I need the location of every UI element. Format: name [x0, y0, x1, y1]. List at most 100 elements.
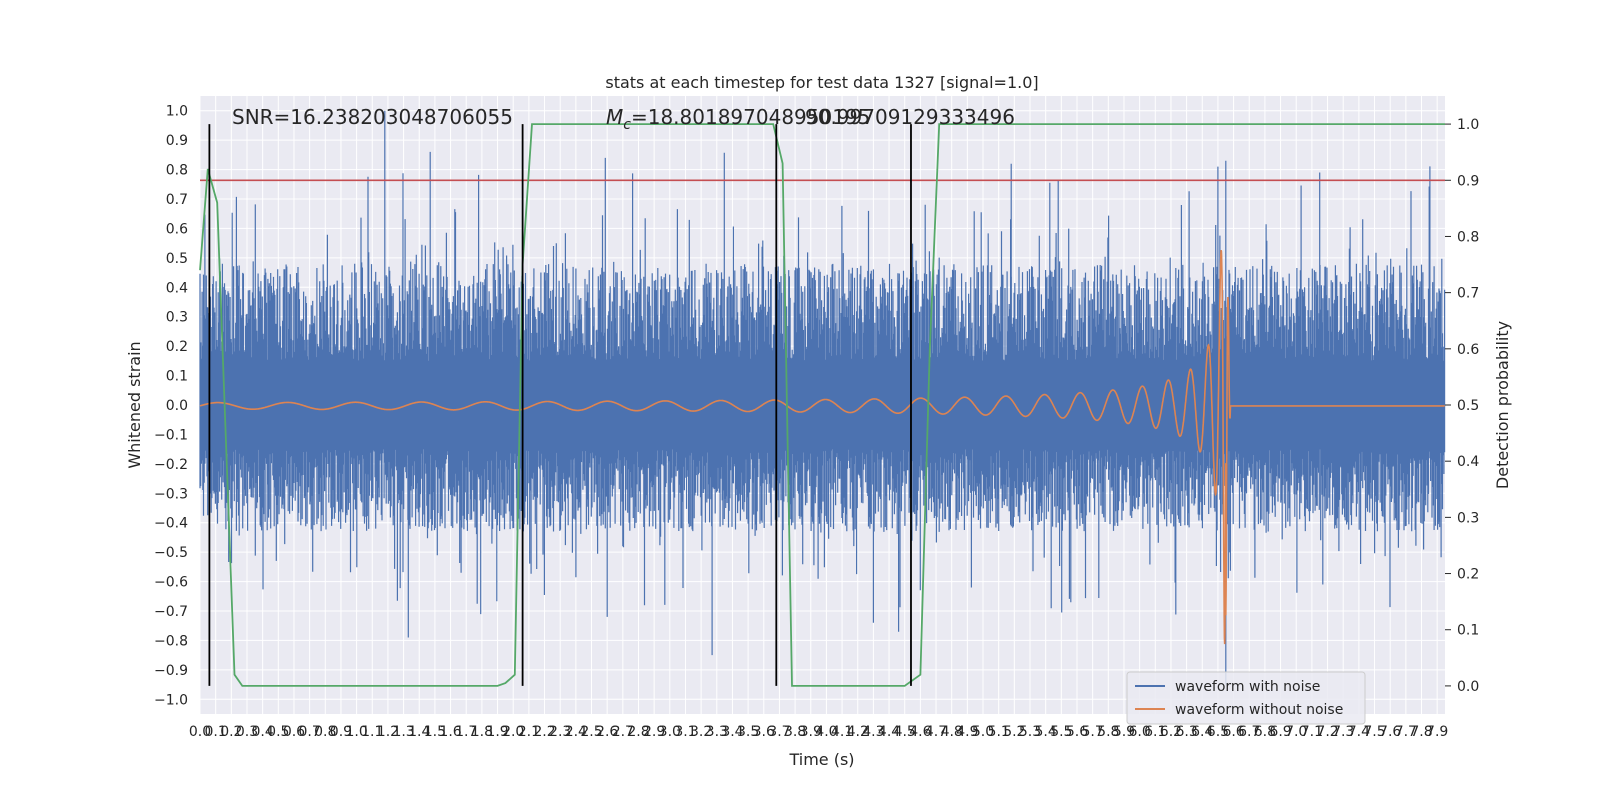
x-tick-label: 4.3 [862, 724, 884, 740]
y2-tick-label: 0.8 [1457, 229, 1479, 245]
x-tick-label: 1.6 [439, 724, 461, 740]
x-tick-label: 1.4 [408, 724, 430, 740]
x-tick-label: 7.1 [1301, 724, 1323, 740]
y-tick-label: −0.4 [154, 516, 188, 532]
x-tick-label: 7.2 [1316, 724, 1338, 740]
x-tick-label: 1.9 [486, 724, 508, 740]
clean-trace [199, 249, 1445, 645]
x-tick-label: 0.2 [220, 724, 242, 740]
x-tick-label: 4.4 [878, 724, 900, 740]
x-tick-label: 1.8 [471, 724, 493, 740]
x-tick-label: 5.2 [1003, 724, 1025, 740]
x-tick-label: 2.0 [502, 724, 524, 740]
x-tick-label: 2.8 [627, 724, 649, 740]
mc-subscript: c [623, 117, 631, 133]
y2-tick-label: 0.4 [1457, 454, 1479, 470]
x-tick-label: 3.3 [706, 724, 728, 740]
x-tick-label: 1.3 [392, 724, 414, 740]
x-tick-label: 3.6 [753, 724, 775, 740]
x-tick-label: 6.5 [1207, 724, 1229, 740]
mc-symbol: M [606, 105, 623, 129]
x-tick-label: 0.9 [330, 724, 352, 740]
x-tick-label: 3.5 [737, 724, 759, 740]
x-tick-label: 5.8 [1097, 724, 1119, 740]
x-tick-label: 7.3 [1332, 724, 1354, 740]
x-tick-label: 1.7 [455, 724, 477, 740]
y2-axis-label: Detection probability [1493, 321, 1512, 489]
y2-tick-label: 0.3 [1457, 510, 1479, 526]
x-tick-label: 6.0 [1128, 724, 1150, 740]
x-tick-label: 5.7 [1082, 724, 1104, 740]
x-tick-label: 6.1 [1144, 724, 1166, 740]
x-tick-label: 4.8 [941, 724, 963, 740]
x-tick-label: 2.5 [580, 724, 602, 740]
x-tick-label: 3.9 [800, 724, 822, 740]
y-tick-label: −0.1 [154, 427, 188, 443]
y-tick-label: 0.9 [166, 133, 188, 149]
x-tick-label: 6.6 [1222, 724, 1244, 740]
x-tick-label: 3.8 [784, 724, 806, 740]
x-tick-label: 7.5 [1363, 724, 1385, 740]
mc-value: =18.801897048950195 [631, 105, 870, 129]
y-tick-label: 0.5 [166, 251, 188, 267]
x-tick-label: 0.0 [189, 724, 211, 740]
series-waveform-with-noise [199, 110, 1446, 685]
x-tick-label: 2.7 [612, 724, 634, 740]
y-tick-label: 0.6 [166, 221, 188, 237]
x-tick-label: 0.3 [236, 724, 258, 740]
chart-title: stats at each timestep for test data 132… [605, 73, 1038, 92]
x-tick-label: 2.2 [533, 724, 555, 740]
noise-trace [199, 110, 1446, 685]
x-tick-label: 4.1 [831, 724, 853, 740]
x-tick-label: 6.4 [1191, 724, 1213, 740]
x-tick-label: 2.9 [643, 724, 665, 740]
y-tick-label: 0.7 [166, 192, 188, 208]
y-tick-label: 0.4 [166, 280, 188, 296]
x-tick-label: 1.5 [424, 724, 446, 740]
x-tick-label: 3.2 [690, 724, 712, 740]
y-tick-label: 0.2 [166, 339, 188, 355]
detection-probability-line [199, 123, 1445, 687]
x-tick-label: 3.1 [674, 724, 696, 740]
snr-annotation: SNR=16.238203048706055 [232, 105, 513, 129]
legend-box [1126, 671, 1366, 725]
x-tick-label: 2.4 [565, 724, 587, 740]
x-tick-label: 7.0 [1285, 724, 1307, 740]
y-tick-label: −0.2 [154, 457, 188, 473]
x-tick-label: 1.2 [377, 724, 399, 740]
x-tick-label: 5.5 [1050, 724, 1072, 740]
x-tick-label: 0.4 [252, 724, 274, 740]
x-tick-label: 5.1 [988, 724, 1010, 740]
y-tick-label: −0.9 [154, 663, 188, 679]
x-tick-label: 4.9 [956, 724, 978, 740]
x-tick-label: 2.1 [518, 724, 540, 740]
x-tick-label: 2.6 [596, 724, 618, 740]
mc-annotation: Mc=18.801897048950195 [606, 105, 870, 133]
x-tick-label: 6.3 [1175, 724, 1197, 740]
y2-tick-label: 0.2 [1457, 567, 1479, 583]
x-tick-label: 5.6 [1066, 724, 1088, 740]
x-tick-label: 6.2 [1160, 724, 1182, 740]
legend: waveform with noise waveform without noi… [1126, 671, 1366, 725]
y-tick-label: 0.8 [166, 163, 188, 179]
y-tick-label: −0.6 [154, 575, 188, 591]
y2-tick-label: 1.0 [1457, 117, 1479, 133]
x-tick-label: 1.0 [345, 724, 367, 740]
x-tick-label: 7.4 [1348, 724, 1370, 740]
x-tick-label: 2.3 [549, 724, 571, 740]
x-tick-label: 7.8 [1410, 724, 1432, 740]
y2-tick-label: 0.1 [1457, 623, 1479, 639]
y-tick-label: −0.8 [154, 633, 188, 649]
x-tick-label: 3.4 [721, 724, 743, 740]
legend-entry-noise: waveform with noise [1175, 679, 1320, 695]
y2-tick-label: 0.5 [1457, 398, 1479, 414]
y-tick-label: −0.3 [154, 486, 188, 502]
x-tick-label: 4.7 [925, 724, 947, 740]
legend-entry-clean: waveform without noise [1175, 702, 1343, 718]
y-tick-label: 1.0 [166, 104, 188, 120]
x-tick-label: 4.6 [909, 724, 931, 740]
x-tick-label: 7.7 [1395, 724, 1417, 740]
y-tick-label: 0.1 [166, 369, 188, 385]
x-tick-label: 0.8 [314, 724, 336, 740]
